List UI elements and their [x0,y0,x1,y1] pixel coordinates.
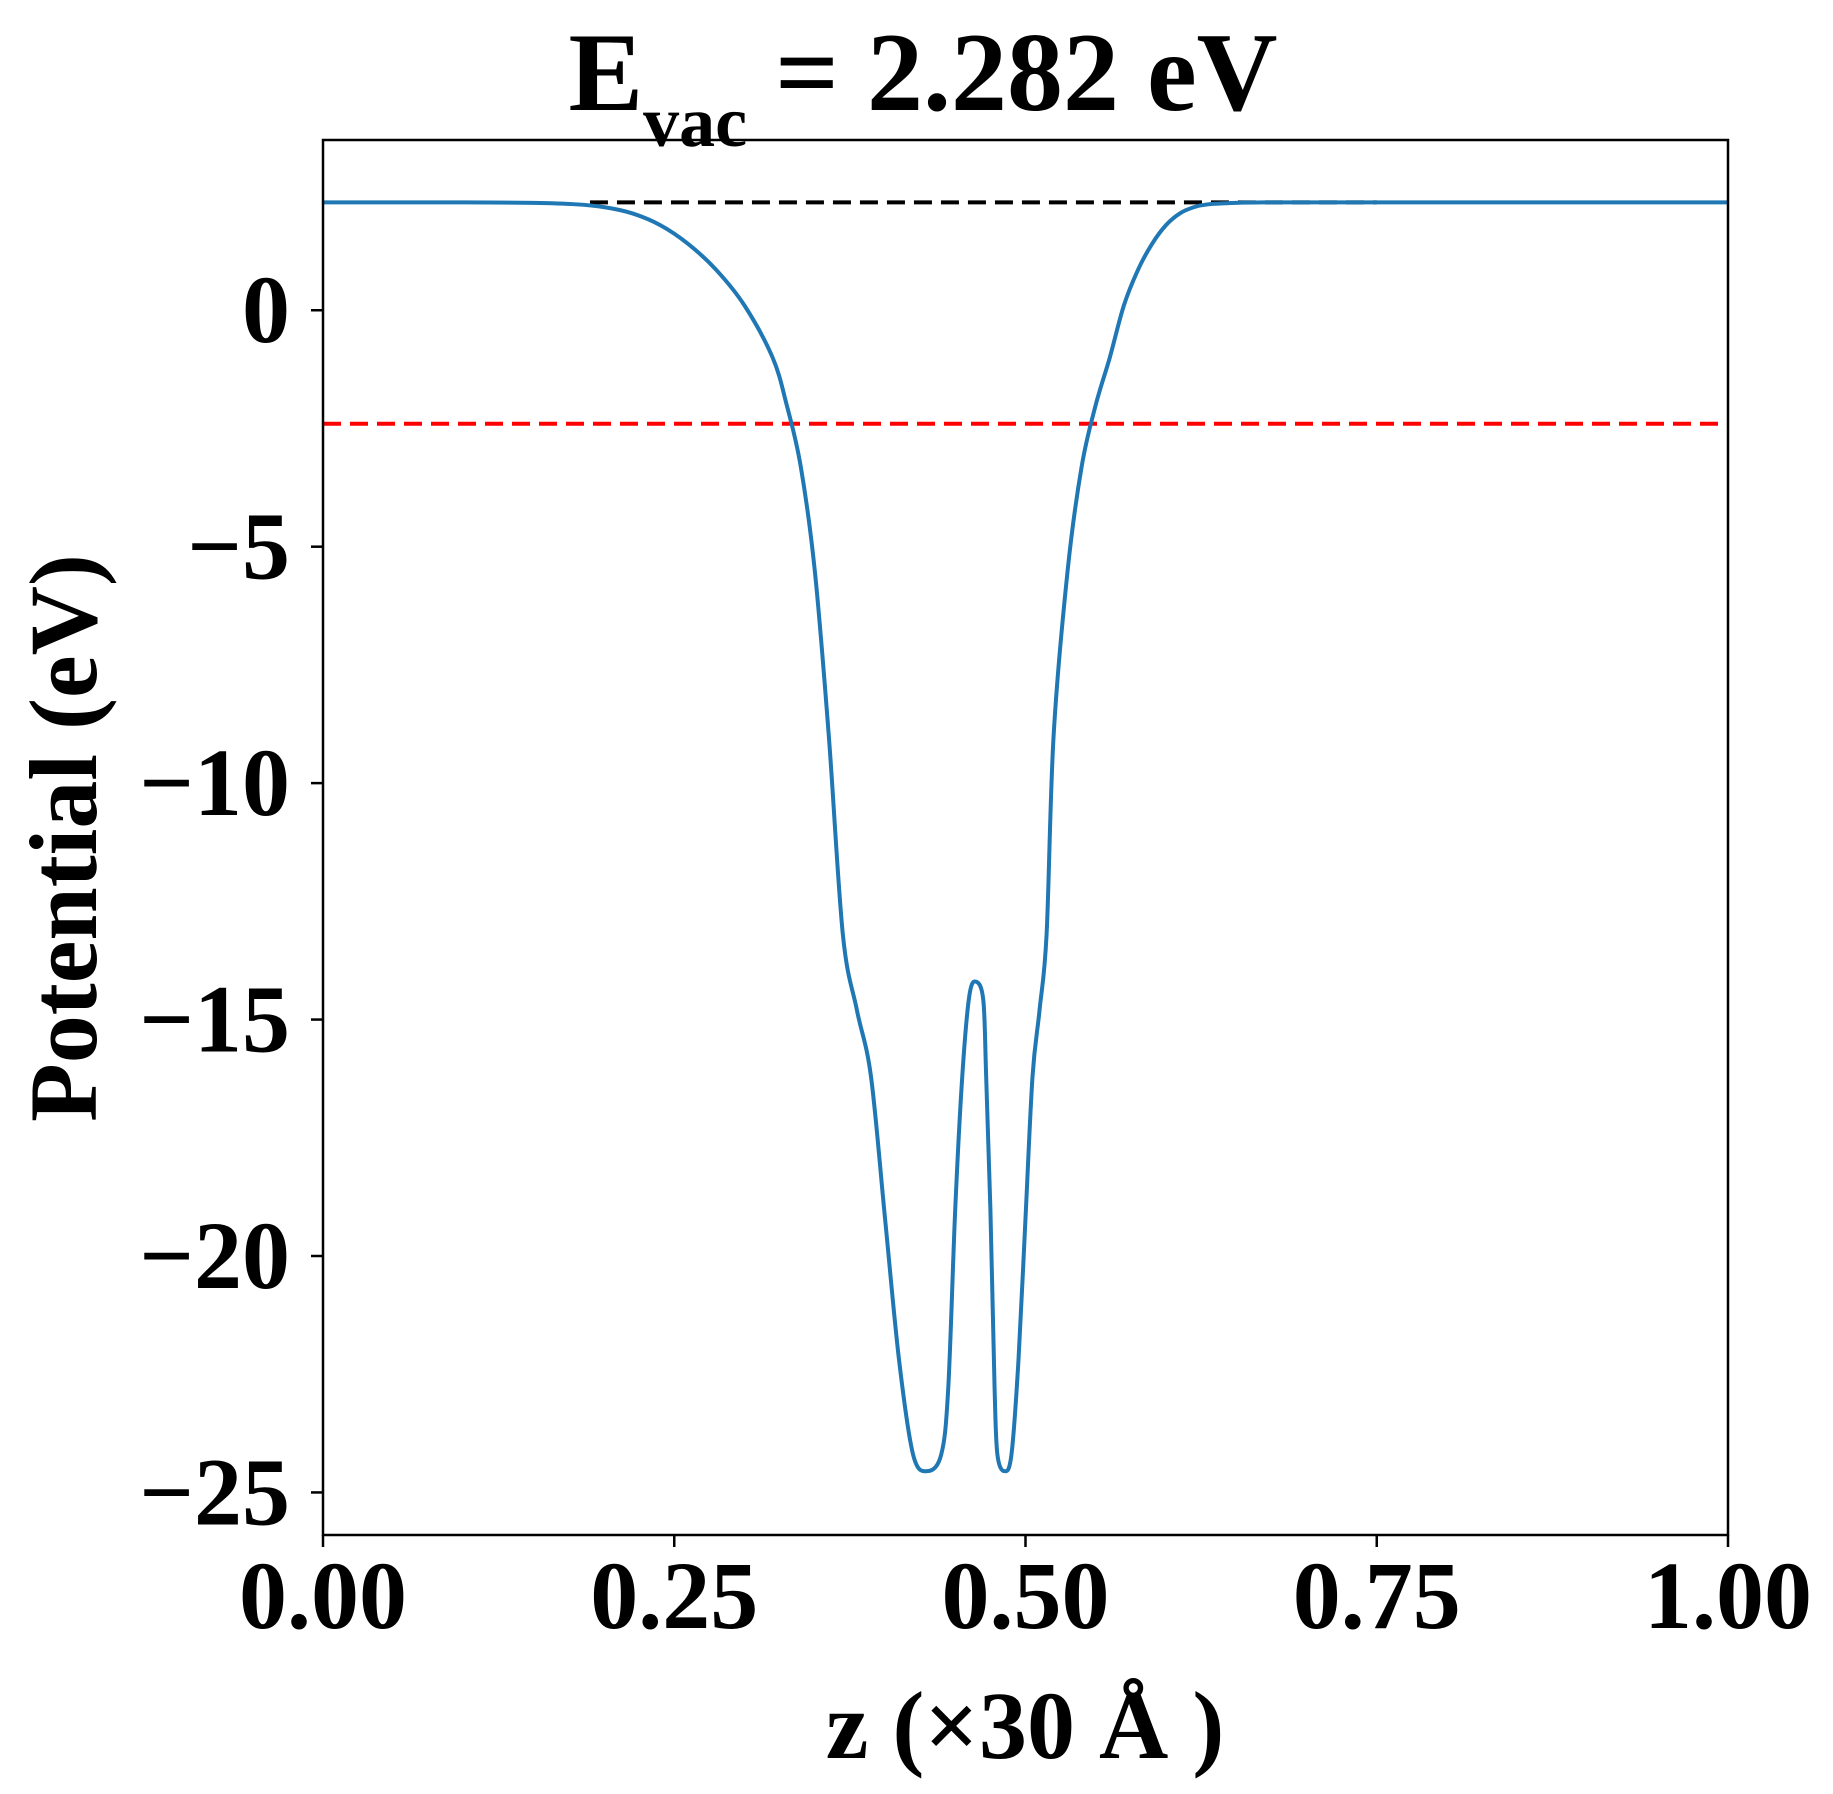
y-tick-label: −25 [139,1438,290,1545]
x-axis: 0.00 0.25 0.50 0.75 1.00 [239,1535,1812,1649]
y-axis-label: Potential (eV) [10,554,117,1122]
chart-title-subscript: vac [643,82,747,162]
chart-title-main: E [568,11,643,135]
chart-title: Evac = 2.282 eV [568,11,1277,162]
y-tick-label: −20 [139,1202,290,1309]
x-tick-label: 0.75 [1293,1542,1461,1649]
x-tick-label: 0.50 [942,1542,1110,1649]
x-tick-label: 1.00 [1644,1542,1812,1649]
x-axis-label: z (×30 Å ) [826,1672,1225,1779]
series-line-0 [323,200,1728,1474]
y-axis: 0 −5 −10 −15 −20 −25 [139,256,323,1545]
plot-frame [321,138,1730,1537]
y-tick-label: 0 [242,256,290,363]
series-group [323,200,1728,1474]
reference-lines [323,200,1728,426]
chart-title-rest: = 2.282 eV [747,11,1277,135]
x-tick-label: 0.00 [239,1542,407,1649]
y-tick-label: −10 [139,729,290,836]
y-tick-label: −15 [139,966,290,1073]
y-tick-label: −5 [187,493,290,600]
x-tick-label: 0.25 [590,1542,758,1649]
